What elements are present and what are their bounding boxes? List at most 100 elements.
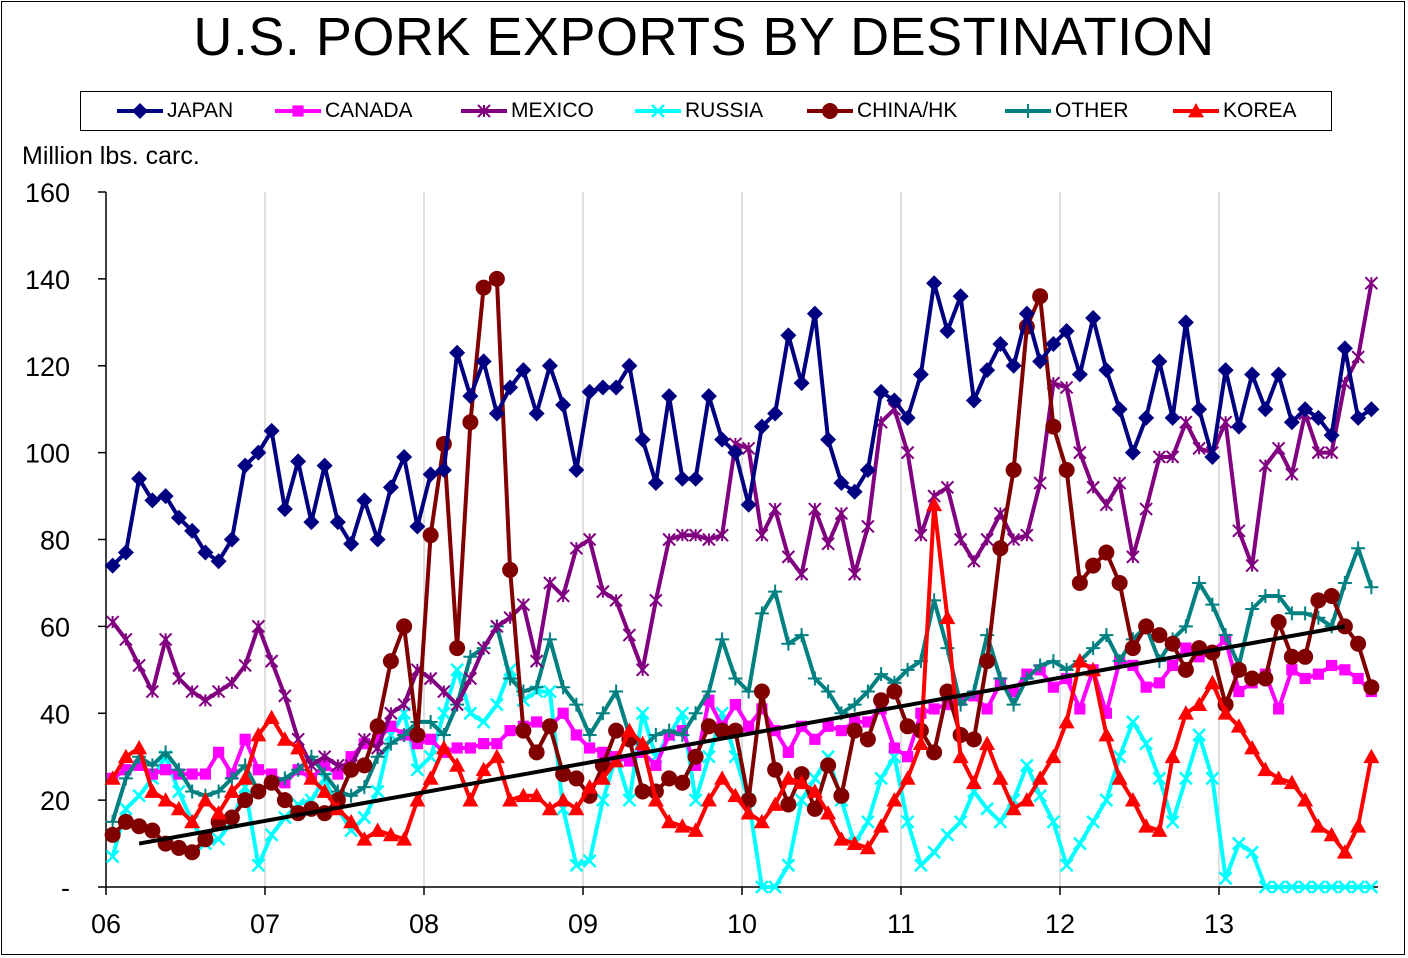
data-point	[794, 793, 809, 808]
data-point	[131, 818, 148, 835]
data-point	[144, 822, 161, 839]
data-point	[477, 104, 491, 118]
data-point	[356, 757, 373, 774]
data-point	[1045, 336, 1062, 353]
data-point	[939, 609, 956, 625]
data-point	[647, 475, 664, 492]
data-point	[1245, 602, 1260, 616]
data-point	[993, 814, 1008, 829]
data-point	[263, 774, 280, 791]
data-point	[210, 553, 227, 570]
data-point	[463, 671, 478, 686]
data-point	[184, 522, 201, 539]
data-point	[714, 431, 731, 448]
data-point	[1099, 793, 1114, 808]
data-point	[1152, 771, 1167, 786]
data-point	[835, 725, 847, 737]
data-point	[462, 792, 479, 807]
data-point	[449, 640, 466, 657]
data-point	[529, 654, 544, 668]
data-point	[847, 567, 862, 581]
data-point	[1008, 685, 1020, 698]
data-point	[688, 706, 703, 721]
data-point	[423, 714, 438, 729]
data-point	[251, 858, 266, 873]
data-point	[688, 793, 703, 808]
data-point	[1139, 736, 1154, 751]
data-point	[516, 597, 531, 612]
data-point	[1165, 814, 1180, 829]
data-point	[595, 706, 610, 721]
data-point	[1271, 441, 1286, 455]
data-point	[568, 462, 585, 478]
data-point	[860, 814, 875, 829]
data-point	[888, 742, 900, 754]
data-point	[1311, 880, 1326, 894]
data-point	[1218, 871, 1233, 886]
data-point	[1217, 705, 1234, 720]
data-point	[874, 771, 889, 786]
data-point	[145, 758, 160, 773]
data-point	[382, 653, 399, 670]
data-point	[581, 779, 598, 794]
data-point	[343, 761, 360, 778]
data-point	[396, 618, 413, 635]
data-point	[264, 654, 279, 668]
data-point	[211, 684, 226, 699]
data-point	[980, 801, 995, 816]
data-point	[1258, 880, 1273, 894]
data-point	[1284, 606, 1299, 621]
data-point	[238, 658, 252, 673]
data-point	[132, 658, 146, 673]
legend-swatch	[1005, 104, 1051, 118]
data-point	[754, 880, 769, 894]
data-point	[862, 716, 874, 728]
data-point	[807, 771, 822, 786]
data-point	[1192, 728, 1207, 742]
data-point	[756, 703, 768, 715]
data-point	[743, 720, 755, 732]
legend-label: MEXICO	[511, 99, 594, 122]
data-point	[928, 703, 940, 715]
data-point	[515, 362, 532, 379]
data-point	[1019, 758, 1034, 773]
data-point	[729, 698, 741, 711]
data-point	[703, 694, 715, 706]
data-point	[700, 792, 717, 807]
data-point	[1352, 672, 1364, 685]
data-point	[940, 480, 955, 495]
data-point	[834, 506, 849, 521]
data-point	[1363, 748, 1380, 764]
data-point	[543, 576, 557, 590]
data-point	[1257, 670, 1274, 687]
data-point	[1297, 401, 1314, 418]
data-point	[1297, 792, 1314, 807]
data-point	[1164, 748, 1181, 764]
data-point	[715, 632, 730, 647]
data-point	[979, 735, 996, 751]
data-point	[528, 744, 545, 761]
data-point	[1167, 659, 1179, 672]
data-point	[621, 357, 638, 374]
data-point	[914, 528, 928, 542]
data-point	[634, 783, 651, 800]
x-tick-label: 12	[1045, 909, 1075, 939]
data-point	[1073, 445, 1087, 460]
data-point	[146, 768, 158, 780]
legend-item-other: OTHER	[1003, 92, 1129, 130]
data-point	[768, 502, 782, 516]
data-point	[1032, 770, 1049, 785]
data-point	[555, 396, 572, 413]
data-point	[965, 731, 982, 748]
data-point	[1364, 276, 1379, 290]
data-point	[1058, 713, 1075, 729]
data-point	[303, 770, 320, 785]
data-point	[541, 357, 558, 374]
data-point	[384, 706, 398, 720]
data-point	[1192, 575, 1207, 590]
data-point	[899, 409, 916, 426]
data-point	[1178, 619, 1193, 634]
data-point	[449, 757, 466, 772]
data-point	[1337, 880, 1352, 894]
data-point	[807, 671, 822, 686]
